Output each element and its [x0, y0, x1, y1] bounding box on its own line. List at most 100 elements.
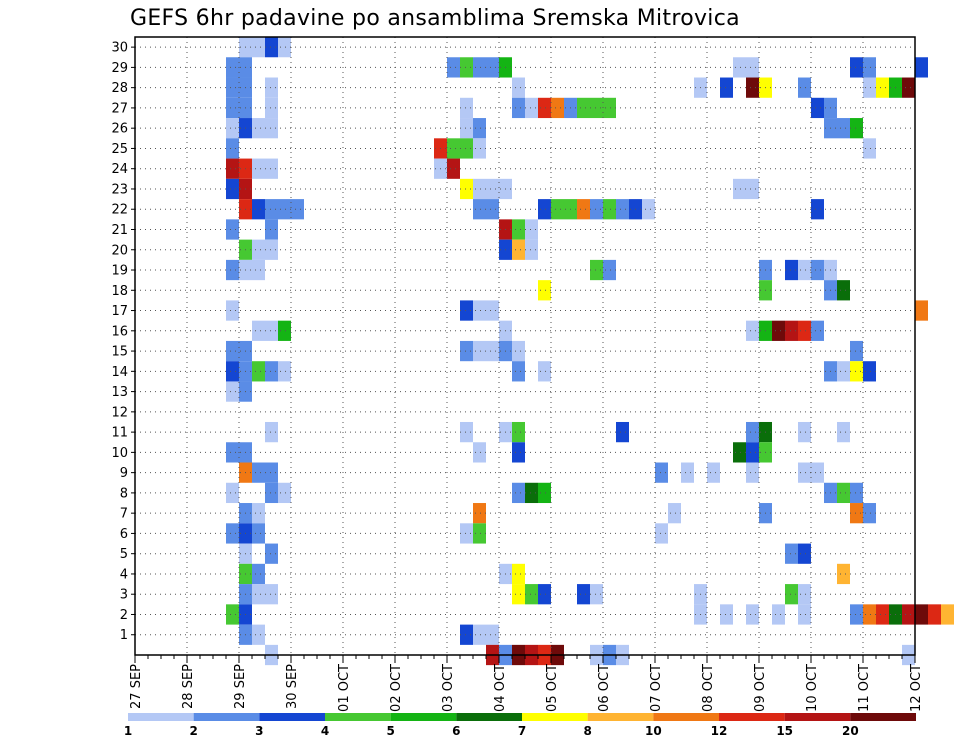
precip-cell — [278, 320, 291, 341]
precip-cell — [863, 77, 876, 98]
precip-cell — [512, 97, 525, 119]
x-tick-label: 28 SEP — [181, 664, 196, 709]
y-tick-label: 16 — [111, 324, 128, 339]
precip-cell — [265, 482, 278, 504]
precip-cell — [733, 442, 746, 463]
colorbar-swatch — [325, 713, 391, 721]
precip-cell — [551, 199, 564, 220]
precip-cell — [915, 57, 928, 78]
y-tick-label: 8 — [120, 486, 128, 501]
precip-cell — [512, 219, 525, 240]
precip-cell — [785, 543, 798, 564]
x-tick-label: 10 OCT — [805, 664, 820, 712]
precip-cell — [252, 523, 265, 544]
precip-cell — [915, 604, 928, 625]
precip-cell — [252, 563, 265, 585]
colorbar-label: 8 — [583, 724, 591, 738]
colorbar-swatch — [784, 713, 851, 721]
y-tick-label: 28 — [111, 81, 128, 96]
x-tick-label: 09 OCT — [753, 664, 768, 712]
y-tick-label: 23 — [111, 182, 128, 197]
y-tick-label: 10 — [111, 446, 128, 461]
precip-cell — [850, 118, 863, 139]
precip-cell — [798, 584, 811, 605]
x-axis: 27 SEP 28 SEP 29 SEP 30 SEP 01 OCT 02 OCT 03 O… — [129, 655, 924, 712]
precip-cell — [525, 97, 538, 119]
precip-cell — [538, 199, 551, 220]
x-tick-label: 04 OCT — [493, 664, 508, 712]
precip-cell — [538, 280, 551, 301]
precip-cell — [525, 584, 538, 605]
colorbar-swatch — [128, 713, 194, 721]
precip-cell — [941, 604, 954, 625]
precip-cell — [928, 604, 941, 625]
precip-cell — [850, 503, 863, 524]
precip-cell — [447, 138, 460, 159]
precip-cell — [655, 462, 668, 483]
colorbar-label: 4 — [321, 724, 329, 738]
precip-cell — [655, 523, 668, 544]
y-tick-label: 11 — [111, 426, 128, 441]
colorbar-swatch — [719, 713, 785, 721]
precip-cell — [460, 340, 473, 362]
x-tick-label: 12 OCT — [909, 664, 924, 712]
colorbar-swatch — [193, 713, 260, 721]
colorbar-label: 15 — [776, 724, 793, 738]
colorbar-label: 20 — [842, 724, 859, 738]
precip-cell — [863, 57, 876, 78]
precip-cell — [460, 624, 473, 645]
precip-cell — [798, 604, 811, 625]
precip-cell — [473, 624, 486, 645]
precip-cell — [265, 77, 278, 98]
y-tick-label: 6 — [120, 527, 128, 542]
colorbar-label: 7 — [518, 724, 526, 738]
colorbar-swatch — [522, 713, 588, 721]
colorbar-swatch — [653, 713, 719, 721]
precip-cell — [226, 604, 239, 625]
precip-cell — [850, 604, 863, 625]
precip-cell — [798, 77, 811, 98]
precip-cell — [785, 320, 798, 341]
y-tick-label: 20 — [111, 243, 128, 258]
precip-cell — [733, 178, 746, 200]
precip-cell — [798, 259, 811, 281]
precip-cell — [486, 624, 499, 645]
precip-cell — [746, 421, 759, 443]
precip-cell — [473, 138, 486, 159]
precip-cell — [512, 584, 525, 605]
precip-cell — [512, 77, 525, 98]
precip-cell — [486, 199, 499, 220]
precip-cell — [226, 57, 239, 78]
precip-cell — [811, 320, 824, 341]
precip-cell — [473, 118, 486, 139]
precip-cell — [590, 259, 603, 281]
x-tick-label: 03 OCT — [441, 664, 456, 712]
precip-cell — [863, 604, 876, 625]
precip-cell — [265, 199, 278, 220]
precip-cell — [863, 138, 876, 159]
precip-cell — [707, 462, 720, 483]
precip-cell — [590, 584, 603, 605]
precip-cell — [226, 97, 239, 119]
precip-cell — [252, 584, 265, 605]
precip-cell — [798, 462, 811, 483]
precip-cell — [538, 482, 551, 504]
y-tick-label: 24 — [111, 162, 128, 177]
precip-cell — [512, 361, 525, 382]
precip-cell — [473, 57, 486, 78]
colorbar-label: 3 — [255, 724, 263, 738]
precip-cell — [226, 77, 239, 98]
x-tick-label: 27 SEP — [129, 664, 144, 709]
precip-cell — [473, 442, 486, 463]
x-tick-label: 02 OCT — [389, 664, 404, 712]
precip-cell — [746, 442, 759, 463]
precip-cell — [876, 77, 889, 98]
precip-cell — [265, 584, 278, 605]
precip-cell — [473, 523, 486, 544]
precip-cell — [265, 421, 278, 443]
colorbar-label: 2 — [189, 724, 197, 738]
precip-cell — [746, 178, 759, 200]
precip-cell — [252, 462, 265, 483]
precip-cell — [512, 340, 525, 362]
